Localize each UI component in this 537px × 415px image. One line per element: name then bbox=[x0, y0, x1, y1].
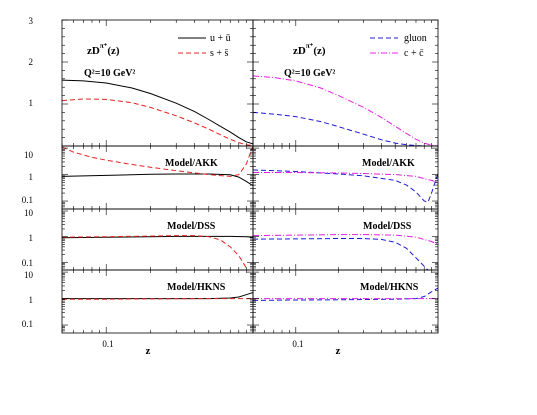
right-dss-gluon-curve bbox=[253, 238, 429, 270]
left-panel-title: zDπ⁺(z) Q²=10 GeV² bbox=[84, 42, 135, 79]
svg-text:zDπ⁺(z): zDπ⁺(z) bbox=[87, 42, 120, 57]
scale-label: Q²=10 GeV² bbox=[284, 68, 335, 79]
ytick-10: 10 bbox=[24, 208, 34, 218]
ytick-10: 10 bbox=[24, 150, 34, 160]
legend-label-gluon: gluon bbox=[404, 33, 427, 44]
left-legend: u + ū s + s̄ bbox=[178, 33, 231, 59]
legend-label-u: u + ū bbox=[210, 33, 231, 44]
right-top-gluon-curve bbox=[253, 111, 438, 146]
ytick-10: 10 bbox=[24, 270, 34, 280]
xtick-left: 0.1 bbox=[102, 339, 113, 349]
right-top-cc-curve bbox=[253, 75, 438, 146]
left-top-y-ticks: 3 2 1 bbox=[29, 16, 34, 108]
svg-text:zDπ⁺(z): zDπ⁺(z) bbox=[293, 42, 326, 57]
left-akk-u-curve bbox=[62, 173, 253, 187]
right-panel-title: zDπ⁺(z) Q²=10 GeV² bbox=[284, 42, 335, 79]
right-hkns-label: Model/HKNS bbox=[360, 282, 419, 293]
left-dss-u-curve bbox=[62, 235, 253, 239]
right-hkns-frame bbox=[252, 269, 439, 334]
x-axis-title-left: z bbox=[146, 345, 151, 357]
frames-layer bbox=[61, 19, 439, 334]
akk-y-ticks: 10 1 0.1 bbox=[22, 150, 34, 205]
ytick-2: 2 bbox=[29, 57, 34, 67]
right-akk-label: Model/AKK bbox=[362, 158, 415, 169]
legend-label-c: c + c̄ bbox=[404, 48, 424, 59]
right-legend: gluon c + c̄ bbox=[370, 33, 427, 59]
scale-label: Q²=10 GeV² bbox=[84, 68, 135, 79]
ytick-0.1: 0.1 bbox=[22, 258, 33, 268]
right-akk-gluon-curve bbox=[253, 169, 438, 203]
ytick-1: 1 bbox=[29, 295, 34, 305]
curves-layer bbox=[62, 75, 438, 301]
right-dss-cc-curve bbox=[253, 234, 438, 245]
left-top-u-curve bbox=[62, 79, 253, 145]
right-dss-label: Model/DSS bbox=[363, 221, 412, 232]
left-akk-label: Model/AKK bbox=[165, 158, 218, 169]
left-dss-label: Model/DSS bbox=[167, 221, 216, 232]
ytick-1: 1 bbox=[29, 233, 34, 243]
ytick-0.1: 0.1 bbox=[22, 195, 33, 205]
left-hkns-label: Model/HKNS bbox=[167, 282, 226, 293]
left-top-ss-curve bbox=[62, 98, 253, 146]
hkns-y-ticks: 10 1 0.1 bbox=[22, 270, 34, 329]
left-hkns-ss-curve bbox=[62, 298, 253, 300]
left-dss-ss-curve bbox=[62, 235, 247, 269]
ytick-0.1: 0.1 bbox=[22, 319, 33, 329]
xtick-right: 0.1 bbox=[292, 339, 303, 349]
ytick-1: 1 bbox=[29, 172, 34, 182]
x-axis-title-right: z bbox=[336, 345, 341, 357]
dss-y-ticks: 10 1 0.1 bbox=[22, 208, 34, 268]
ytick-1: 1 bbox=[29, 98, 34, 108]
ytick-3: 3 bbox=[29, 16, 34, 26]
right-akk-cc-curve bbox=[253, 172, 438, 183]
left-akk-ss-curve bbox=[62, 146, 253, 177]
right-hkns-gluon-curve bbox=[253, 287, 438, 301]
legend-label-s: s + s̄ bbox=[210, 48, 229, 59]
